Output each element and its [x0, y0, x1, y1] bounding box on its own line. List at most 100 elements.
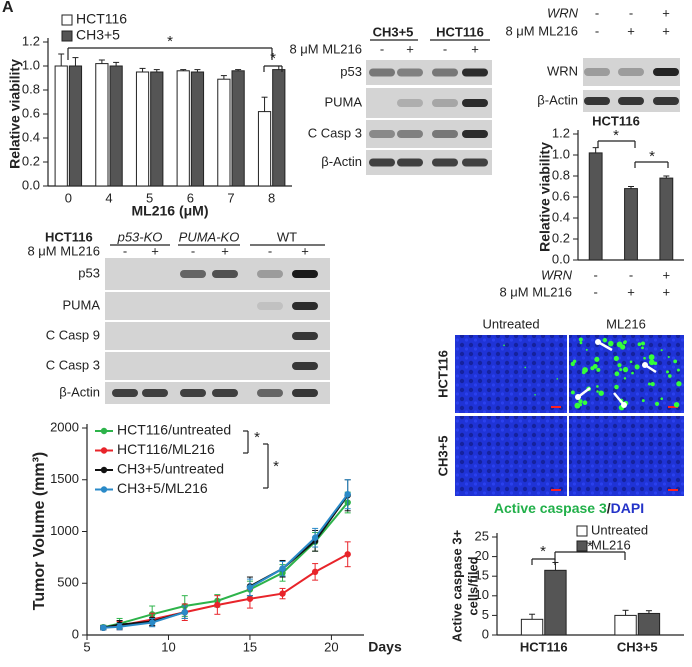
bar: [659, 177, 674, 261]
error-bar: [663, 175, 670, 179]
treatment-mark: +: [662, 5, 670, 20]
blot-group: CH3+5: [373, 24, 414, 39]
y-tick-label: 0.4: [552, 209, 570, 224]
caspase-signal: [578, 337, 583, 342]
band: [432, 158, 458, 167]
treatment-mark: -: [380, 41, 384, 56]
series-line: [103, 493, 349, 629]
caspase-signal: [571, 390, 575, 395]
legend-label: HCT116/ML216: [117, 441, 215, 457]
bar: [624, 188, 638, 261]
legend-label: HCT116: [76, 11, 127, 27]
caspase-signal: [660, 349, 663, 352]
y-tick-label: 1.0: [22, 57, 40, 72]
condition-mark: +: [627, 284, 635, 299]
bar: [257, 111, 272, 187]
data-point: [214, 601, 221, 609]
blot-row-label: C Casp 3: [308, 125, 362, 140]
treatment-mark: +: [471, 41, 479, 56]
y-tick-label: 25: [475, 528, 489, 543]
legend-label: CH3+5/untreated: [117, 461, 224, 477]
significance: *: [270, 50, 276, 67]
caspase-signal: [598, 390, 604, 396]
band: [292, 362, 318, 370]
micrograph: [455, 335, 567, 413]
legend-label: CH3+5/ML216: [117, 480, 208, 496]
bar: [109, 65, 123, 187]
blot-row-label: PUMA: [324, 94, 362, 109]
caspase-signal: [660, 397, 664, 401]
significance: *: [540, 543, 546, 560]
legend-marker: [100, 466, 108, 474]
error-bar: [194, 69, 201, 72]
y-tick-label: 0.0: [552, 251, 570, 266]
significance: *: [167, 33, 173, 50]
bar: [544, 569, 567, 636]
y-tick-label: 0.8: [552, 167, 570, 182]
bar: [520, 618, 544, 636]
legend-label: ML216: [591, 537, 631, 552]
error-bar: [153, 69, 160, 72]
micrograph: [569, 416, 684, 496]
micrograph: [455, 416, 567, 496]
treatment-label: 8 μM ML216: [505, 23, 578, 38]
treatment-mark: +: [301, 243, 309, 258]
caspase-signal: [634, 364, 640, 370]
caspase-signal: [641, 399, 645, 403]
caspase-signal: [666, 370, 669, 374]
band: [292, 389, 318, 397]
caspase-signal: [641, 346, 644, 350]
error-bar: [113, 61, 120, 66]
caspase-signal: [602, 337, 608, 343]
band: [432, 99, 458, 107]
band: [257, 389, 283, 397]
series-line: [103, 501, 349, 629]
caspase-signal: [623, 340, 627, 345]
band: [257, 302, 283, 310]
band: [618, 97, 644, 105]
y-axis-label: Active caspase 3+: [449, 529, 464, 642]
series-line: [103, 553, 349, 629]
caspase-signal: [641, 341, 646, 346]
data-point: [100, 624, 107, 631]
caspase-signal: [620, 344, 626, 350]
y-tick-label: 10: [475, 587, 489, 602]
treatment-mark: +: [221, 243, 229, 258]
treatment-mark: +: [662, 23, 670, 38]
caspase-signal: [579, 341, 583, 345]
band: [292, 270, 318, 278]
caspase-signal: [582, 400, 588, 406]
band: [369, 130, 395, 138]
x-tick-label: 6: [187, 190, 194, 205]
band: [212, 270, 238, 278]
error-bar: [645, 610, 652, 614]
caspase-signal: [596, 385, 599, 388]
x-axis-label: ML216 (μM): [131, 203, 208, 219]
y-axis-label: cells/filed: [465, 556, 480, 615]
row-label: CH3+5: [435, 436, 450, 477]
significance: *: [649, 148, 655, 165]
band: [180, 270, 206, 278]
treatment-mark: -: [629, 5, 633, 20]
condition-mark: -: [593, 284, 597, 299]
band: [292, 302, 318, 310]
x-tick-label: 20: [324, 639, 338, 654]
caspase-signal: [596, 390, 599, 393]
bar: [150, 71, 164, 187]
y-tick-label: 20: [475, 548, 489, 563]
caspase-signal: [673, 402, 680, 408]
band: [212, 389, 238, 397]
caspase-signal: [637, 342, 642, 347]
column-label: Untreated: [482, 316, 539, 331]
blot-row-label: β-Actin: [59, 384, 100, 399]
treatment-label: 8 μM ML216: [289, 41, 362, 56]
caspase-signal: [673, 359, 678, 364]
caspase-signal: [613, 355, 619, 362]
band: [462, 68, 488, 77]
cell-line: HCT116: [45, 229, 93, 244]
data-point: [344, 491, 351, 498]
band: [432, 130, 458, 138]
band: [112, 389, 138, 397]
band: [653, 68, 679, 76]
y-tick-label: 500: [57, 575, 79, 590]
